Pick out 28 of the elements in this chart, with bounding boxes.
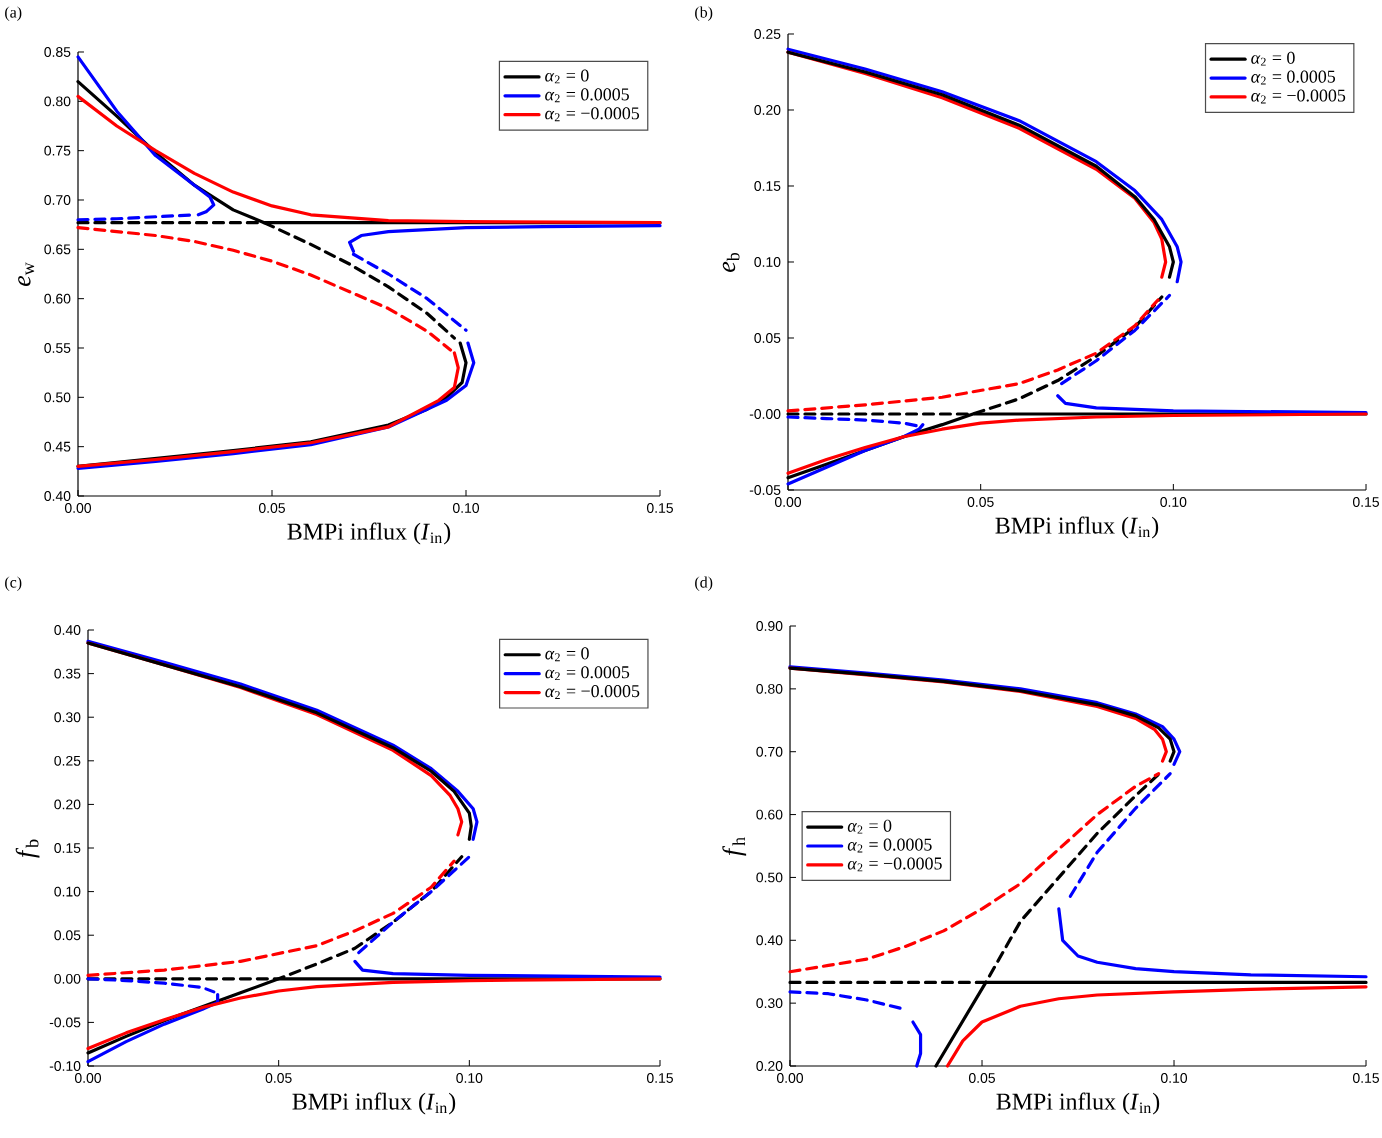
legend-label: α$_{2}$ = 0 [545, 647, 589, 662]
x-axis-title: BMPi influx (I$_{in}$) [287, 522, 451, 545]
y-axis-title: f$_{b}$ [15, 839, 40, 858]
legend-label: α$_{2}$ = −0.0005 [1251, 89, 1346, 104]
legend-label: α$_{2}$ = 0 [1251, 51, 1295, 66]
line-series [1060, 293, 1172, 386]
line-series [911, 1020, 923, 1068]
legend-label: α$_{2}$ = 0 [545, 69, 589, 84]
legend-label: α$_{2}$ = −0.0005 [545, 685, 640, 700]
legend-label: α$_{2}$ = −0.0005 [545, 107, 640, 122]
y-axis-title: f$_{h}$ [722, 837, 747, 856]
legend-label: α$_{2}$ = 0 [847, 819, 892, 834]
y-axis-title: e$_{w}$ [18, 262, 35, 286]
line-series [788, 990, 907, 1012]
line-series [1057, 907, 1368, 979]
legend-label: α$_{2}$ = 0.0005 [545, 666, 630, 681]
x-axis-title: BMPi influx (I$_{in}$) [292, 1092, 456, 1115]
legend-label: α$_{2}$ = 0.0005 [847, 838, 932, 853]
legend-label: α$_{2}$ = 0.0005 [1251, 70, 1336, 85]
x-axis-title: BMPi influx (I$_{in}$) [996, 1092, 1160, 1115]
legend-label: α$_{2}$ = 0.0005 [545, 88, 629, 103]
line-series [353, 959, 662, 979]
legend-label: α$_{2}$ = −0.0005 [847, 857, 942, 872]
y-axis-title: e$_{b}$ [722, 252, 740, 272]
line-series [1056, 394, 1368, 415]
line-series [1068, 772, 1172, 898]
line-series [357, 855, 471, 955]
x-axis-title: BMPi influx (I$_{in}$) [995, 516, 1159, 539]
